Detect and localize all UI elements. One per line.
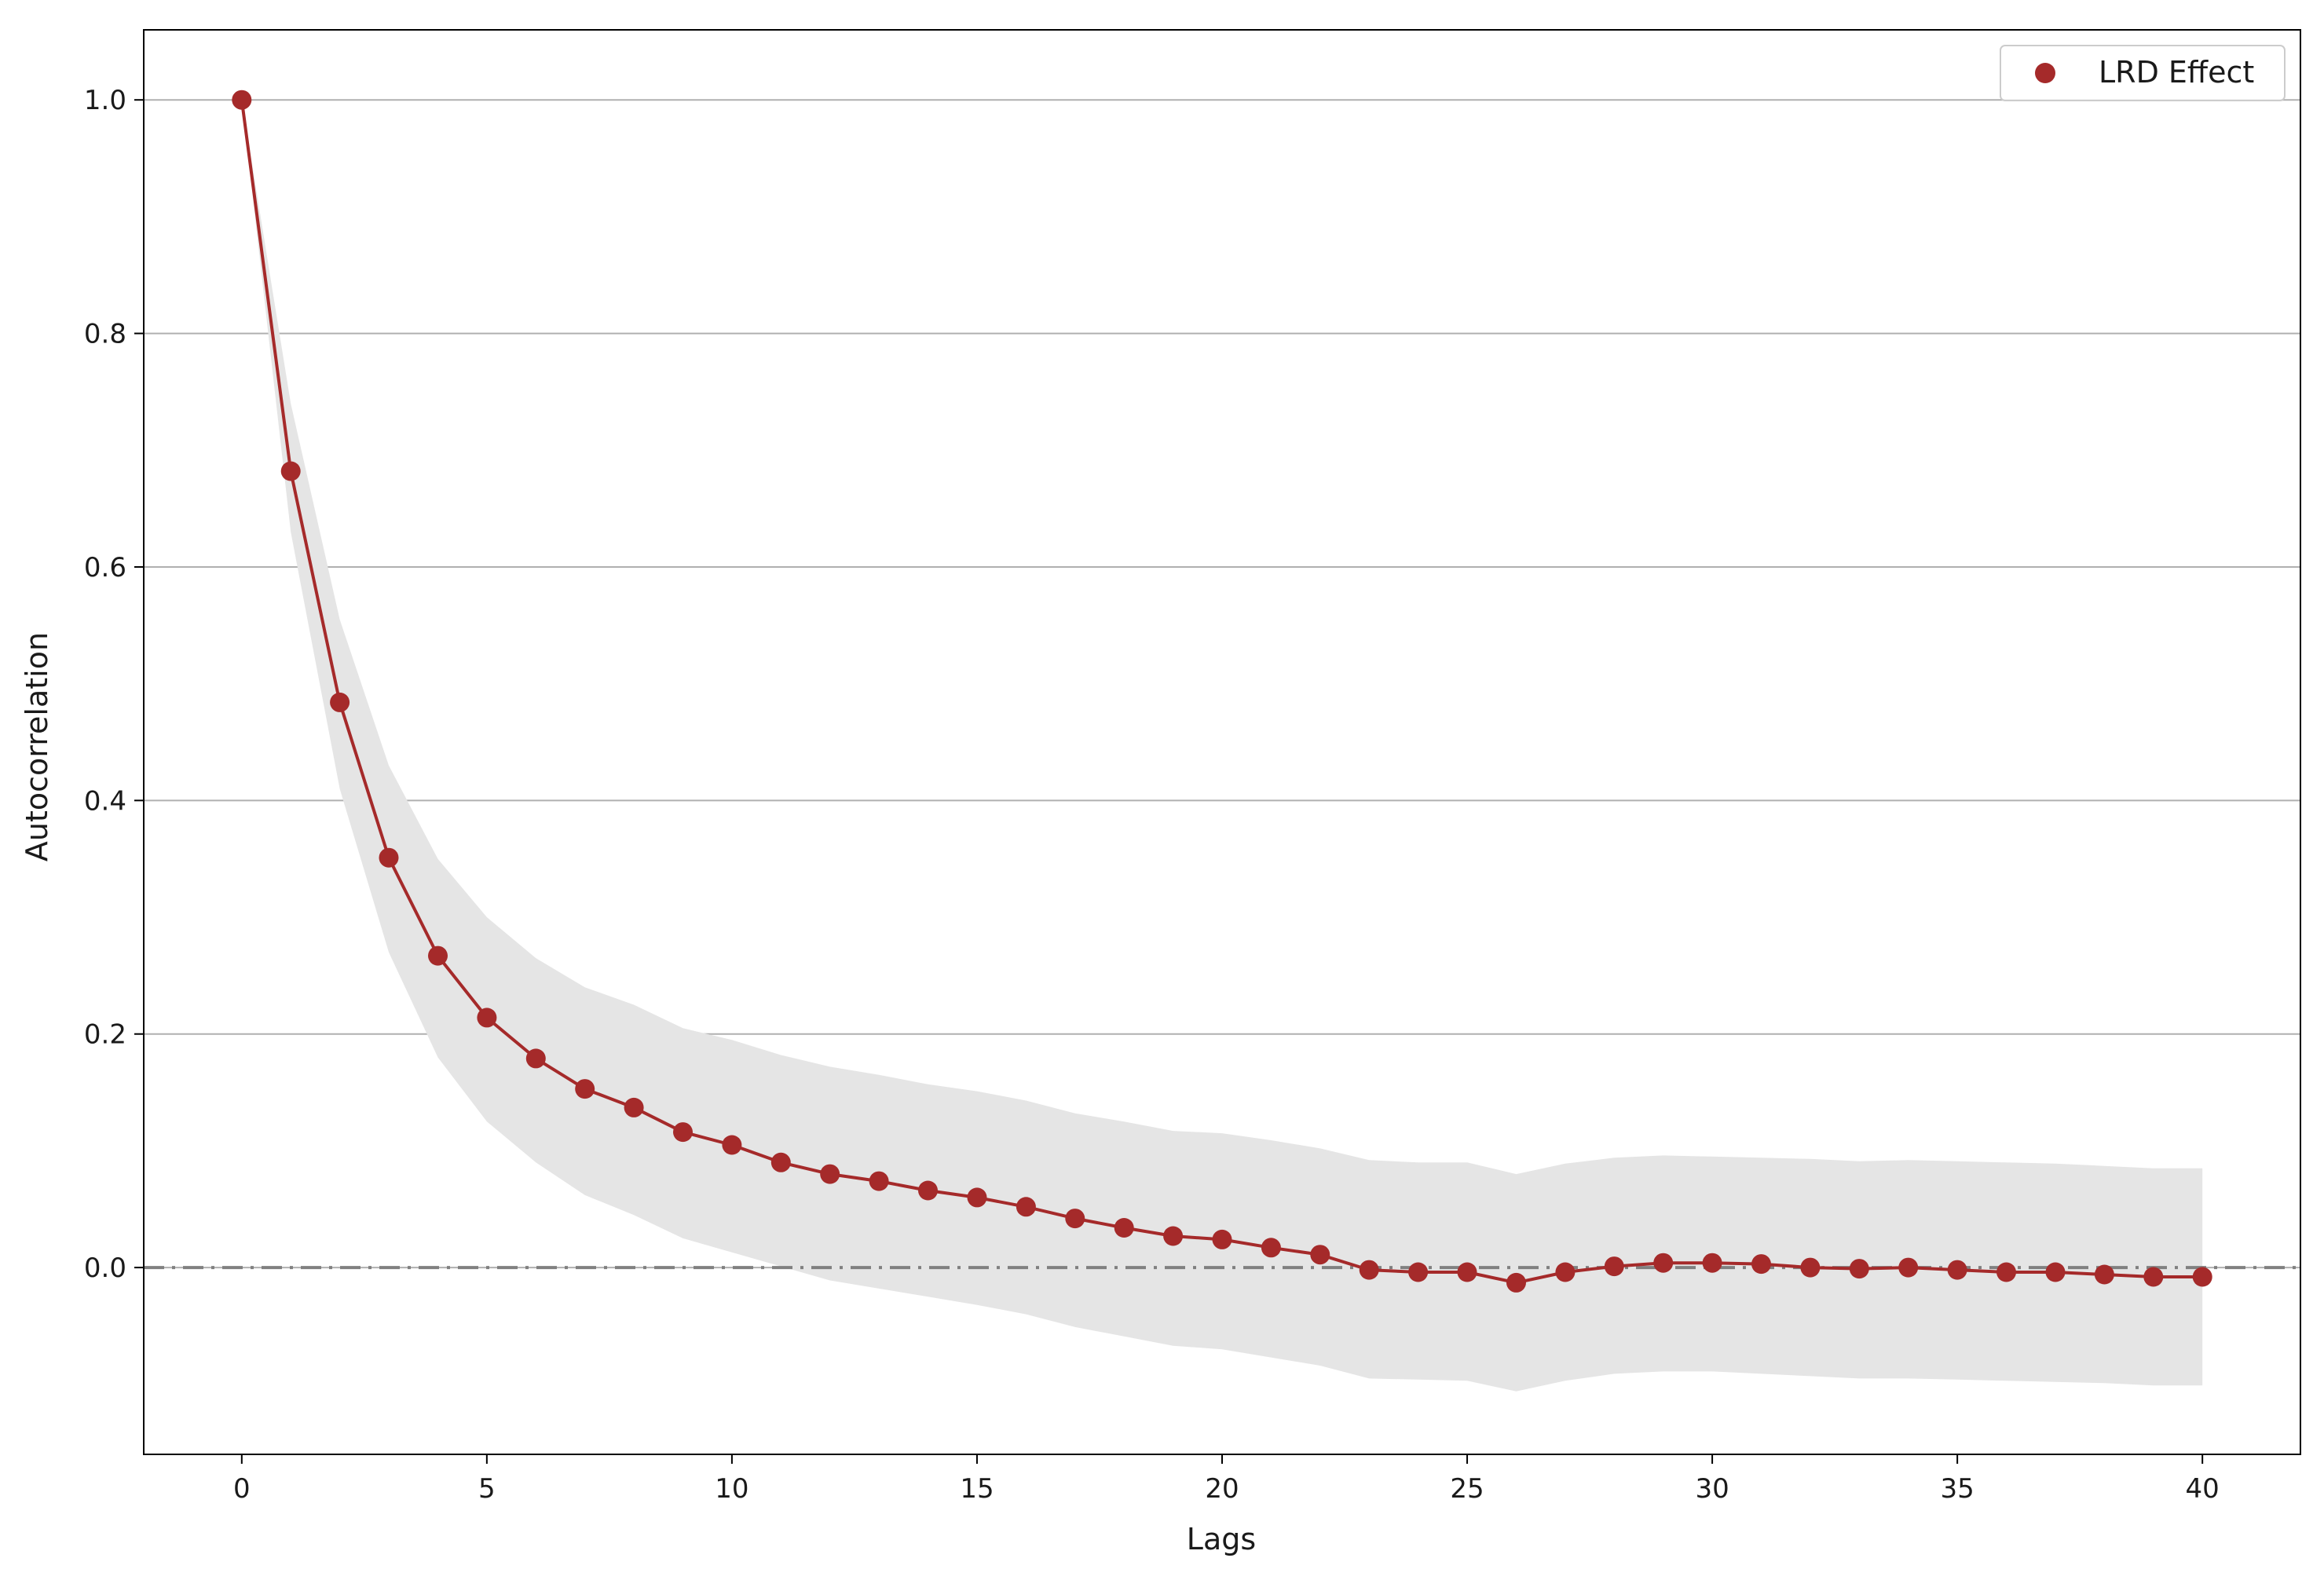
- x-tick-label: 15: [960, 1473, 994, 1505]
- data-point-lag-33: [1849, 1259, 1869, 1279]
- data-point-lag-21: [1261, 1238, 1281, 1258]
- data-point-lag-22: [1310, 1245, 1330, 1265]
- x-tick-label: 40: [2186, 1473, 2220, 1505]
- data-point-lag-3: [379, 847, 399, 868]
- data-point-lag-38: [2094, 1264, 2114, 1285]
- data-point-lag-16: [1016, 1197, 1036, 1217]
- x-tick-label: 0: [233, 1473, 251, 1505]
- data-point-lag-23: [1359, 1260, 1379, 1280]
- y-tick-label: 1.0: [84, 85, 126, 116]
- legend: LRD Effect: [2000, 45, 2286, 101]
- data-point-lag-40: [2192, 1267, 2212, 1287]
- data-point-lag-11: [770, 1152, 791, 1172]
- legend-box: [2000, 45, 2286, 101]
- data-point-lag-26: [1506, 1272, 1526, 1293]
- data-point-lag-0: [232, 90, 252, 110]
- data-point-lag-36: [1996, 1262, 2016, 1282]
- data-point-lag-13: [869, 1171, 889, 1191]
- data-point-lag-20: [1212, 1229, 1232, 1249]
- data-point-lag-34: [1898, 1257, 1919, 1278]
- data-point-lag-37: [2045, 1262, 2066, 1282]
- data-point-lag-2: [330, 692, 350, 712]
- data-point-lag-5: [477, 1008, 497, 1028]
- x-axis-ticks: 0 5 10 15 20 25 30 35 40: [233, 1454, 2220, 1505]
- x-tick-label: 30: [1695, 1473, 1729, 1505]
- data-point-lag-7: [575, 1079, 595, 1099]
- data-point-lag-14: [918, 1180, 938, 1201]
- data-point-lag-15: [967, 1187, 987, 1208]
- data-point-lag-19: [1163, 1226, 1184, 1246]
- data-point-lag-12: [820, 1164, 840, 1184]
- data-point-lag-8: [624, 1097, 644, 1117]
- data-point-lag-9: [673, 1122, 693, 1143]
- x-tick-label: 35: [1941, 1473, 1974, 1505]
- y-tick-label: 0.4: [84, 785, 126, 817]
- data-point-lag-6: [525, 1048, 546, 1069]
- data-point-lag-27: [1555, 1262, 1576, 1282]
- x-tick-label: 25: [1450, 1473, 1484, 1505]
- data-point-lag-32: [1800, 1257, 1821, 1278]
- legend-marker: [2035, 63, 2055, 83]
- x-tick-label: 5: [478, 1473, 496, 1505]
- data-point-lag-25: [1457, 1262, 1477, 1282]
- y-tick-label: 0.8: [84, 319, 126, 350]
- y-tick-label: 0.0: [84, 1253, 126, 1284]
- x-axis-label: Lags: [1187, 1522, 1256, 1556]
- y-tick-label: 0.2: [84, 1019, 126, 1051]
- data-point-lag-30: [1702, 1253, 1722, 1273]
- data-point-lag-1: [280, 461, 301, 481]
- data-point-lag-17: [1065, 1209, 1085, 1229]
- data-point-lag-10: [722, 1135, 742, 1155]
- data-point-lag-18: [1114, 1218, 1134, 1238]
- confidence-band: [241, 100, 2203, 1392]
- data-point-lag-29: [1653, 1253, 1674, 1273]
- data-point-lag-35: [1947, 1260, 1967, 1280]
- confidence-band-area: [241, 100, 2203, 1392]
- y-tick-label: 0.6: [84, 552, 126, 583]
- legend-label-lrd-effect: LRD Effect: [2099, 55, 2254, 90]
- data-point-lag-31: [1751, 1254, 1771, 1275]
- y-axis-ticks: 0.0 0.2 0.4 0.6 0.8 1.0: [84, 85, 144, 1284]
- x-tick-label: 20: [1205, 1473, 1239, 1505]
- y-axis-label: Autocorrelation: [20, 632, 54, 861]
- data-point-lag-28: [1604, 1256, 1624, 1277]
- data-point-lag-39: [2143, 1267, 2164, 1287]
- data-point-lag-4: [428, 945, 448, 966]
- data-point-lag-24: [1408, 1262, 1429, 1282]
- series-lrd-effect: [232, 90, 2212, 1293]
- x-tick-label: 10: [715, 1473, 748, 1505]
